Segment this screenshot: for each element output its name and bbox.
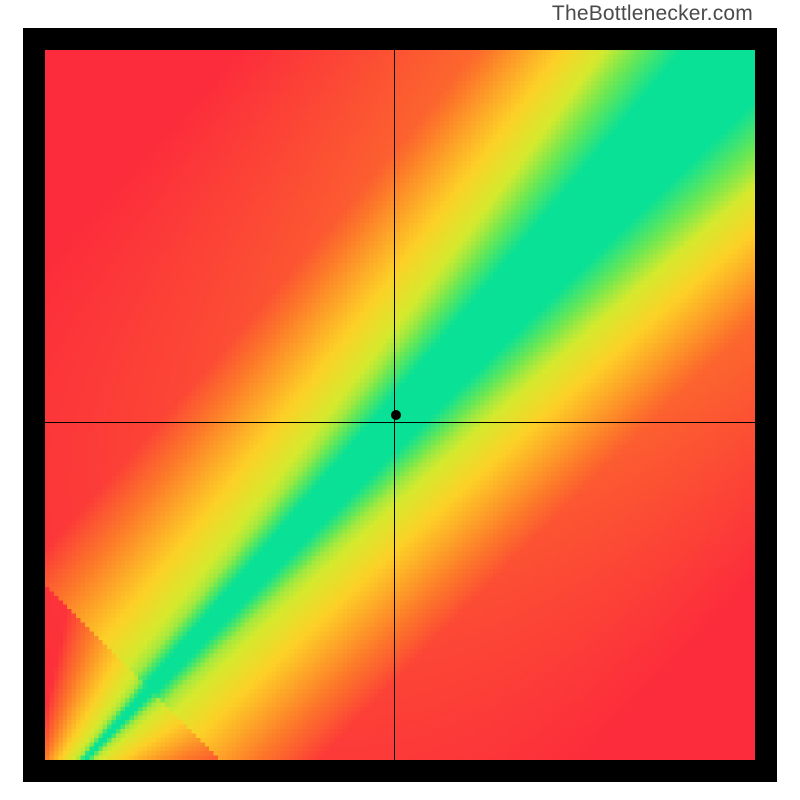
marker-point: [391, 410, 401, 420]
heatmap-canvas: [45, 50, 755, 760]
watermark-text: TheBottlenecker.com: [552, 2, 753, 26]
crosshair-vertical: [394, 50, 395, 760]
crosshair-horizontal: [45, 422, 755, 423]
